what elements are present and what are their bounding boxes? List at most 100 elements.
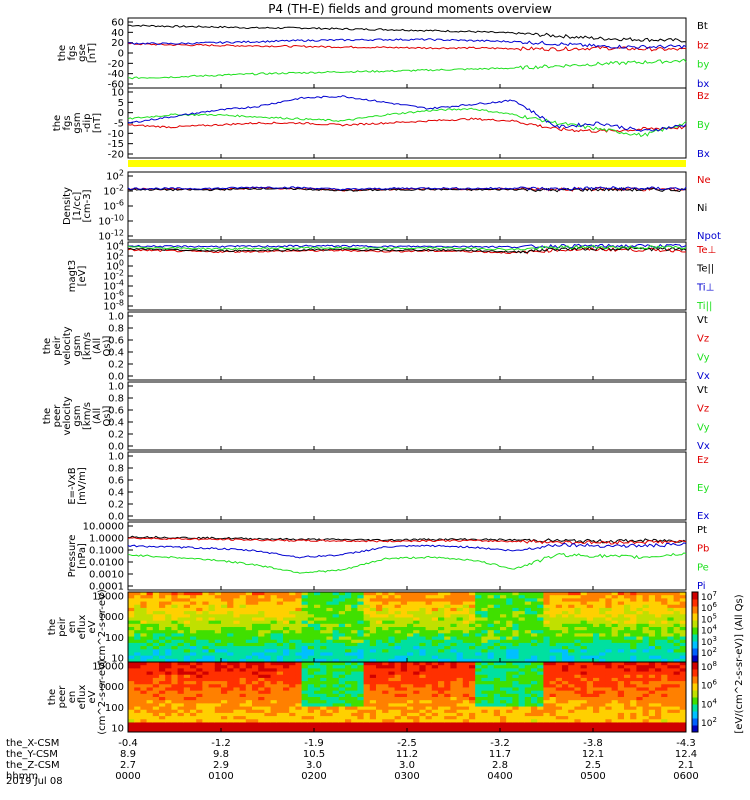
heat-cell	[419, 662, 427, 666]
heat-cell	[407, 611, 414, 615]
heat-cell	[208, 652, 216, 657]
heat-cell	[221, 716, 228, 720]
heat-cell	[326, 700, 334, 704]
heat-cell	[332, 709, 340, 714]
heat-cell	[444, 719, 451, 723]
heat-cell	[221, 652, 228, 657]
heat-cell	[320, 716, 327, 720]
heat-cell	[531, 703, 538, 708]
heat-cell	[314, 687, 321, 692]
heat-cell	[214, 700, 222, 704]
heat-cell	[543, 687, 551, 692]
heat-cell	[165, 687, 172, 692]
heat-cell	[301, 712, 309, 717]
heat-cell	[543, 725, 551, 730]
heat-cell	[363, 652, 371, 657]
heat-cell	[258, 614, 265, 618]
heat-cell	[481, 662, 489, 666]
heat-cell	[580, 649, 588, 653]
heat-cell	[258, 671, 265, 676]
heat-cell	[431, 665, 439, 669]
heat-cell	[363, 607, 371, 612]
heat-cell	[351, 655, 358, 660]
heat-cell	[177, 722, 185, 727]
heat-cell	[183, 598, 191, 603]
heat-cell	[462, 614, 470, 618]
heat-cell	[450, 630, 458, 634]
heat-cell	[630, 604, 637, 609]
heat-cell	[642, 607, 650, 612]
heat-cell	[679, 658, 687, 663]
heat-cell	[599, 598, 606, 603]
heat-cell	[425, 674, 433, 679]
heat-cell	[475, 687, 482, 692]
heat-cell	[239, 719, 247, 723]
heat-cell	[487, 607, 495, 612]
heat-cell	[394, 703, 402, 708]
heat-cell	[245, 592, 253, 596]
heat-cell	[524, 671, 532, 676]
colorbar-label: [eV/(cm^2-s-sr-eV)] (All Qs)	[734, 594, 745, 733]
heat-cell	[642, 662, 650, 666]
heat-cell	[394, 611, 402, 615]
heat-cell	[264, 655, 272, 660]
heat-cell	[146, 607, 154, 612]
heat-cell	[562, 627, 569, 631]
heat-cell	[270, 598, 278, 603]
heat-cell	[630, 598, 637, 603]
heat-cell	[388, 652, 396, 657]
heat-cell	[543, 684, 551, 688]
heat-cell	[580, 725, 588, 730]
heat-cell	[642, 690, 650, 695]
heat-cell	[301, 658, 309, 663]
heat-cell	[128, 700, 135, 704]
heat-cell	[400, 728, 408, 733]
y-tick-label: -15	[108, 139, 124, 150]
heat-cell	[481, 630, 489, 634]
heat-cell	[568, 627, 575, 631]
heat-cell	[506, 611, 513, 615]
heat-cell	[518, 623, 526, 628]
heat-cell	[580, 665, 588, 669]
heat-cell	[363, 617, 371, 622]
heat-cell	[599, 697, 606, 701]
heat-cell	[134, 627, 141, 631]
heat-cell	[264, 706, 272, 711]
heat-cell	[438, 728, 445, 733]
heat-cell	[146, 614, 154, 618]
heat-cell	[555, 671, 563, 676]
heat-cell	[648, 668, 656, 673]
heat-cell	[239, 716, 247, 720]
heat-cell	[128, 611, 135, 615]
heat-cell	[264, 627, 272, 631]
heat-cell	[233, 627, 241, 631]
heat-cell	[326, 601, 334, 606]
heat-cell	[146, 703, 154, 708]
heat-cell	[326, 636, 334, 641]
heat-cell	[667, 636, 675, 641]
heat-cell	[562, 671, 569, 676]
heat-cell	[493, 633, 501, 638]
heat-cell	[586, 693, 594, 698]
heat-cell	[159, 697, 166, 701]
heat-cell	[400, 697, 408, 701]
heat-cell	[462, 684, 470, 688]
heat-cell	[332, 665, 340, 669]
heat-cell	[549, 703, 557, 708]
heat-cell	[506, 684, 513, 688]
heat-cell	[593, 620, 600, 625]
y-tick-label: 0.0001	[89, 582, 124, 593]
colorbar-swatch	[692, 655, 698, 663]
heat-cell	[140, 620, 148, 625]
heat-cell	[481, 607, 489, 612]
heat-cell	[338, 725, 346, 730]
heat-cell	[351, 658, 358, 663]
heat-cell	[388, 671, 396, 676]
heat-cell	[624, 646, 631, 650]
heat-cell	[648, 592, 656, 596]
heat-cell	[444, 639, 451, 644]
heat-cell	[475, 697, 482, 701]
colorbar-swatch	[692, 627, 698, 635]
heat-cell	[667, 674, 675, 679]
heat-cell	[444, 709, 451, 714]
